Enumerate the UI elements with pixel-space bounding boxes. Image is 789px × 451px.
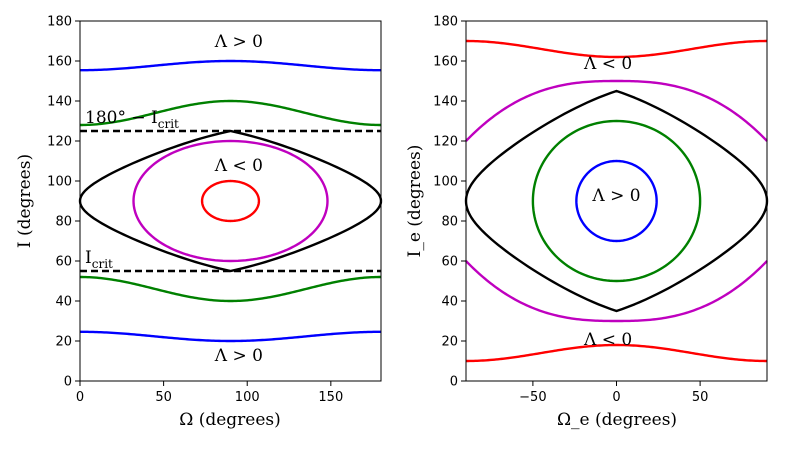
left-series-magenta-loop <box>132 139 329 263</box>
left-series-black-separatrix <box>78 129 383 273</box>
left-series-blue-lower <box>80 330 381 343</box>
left-xtick-label-1: 50 <box>155 390 172 405</box>
right-annotation-2: Λ < 0 <box>583 330 632 350</box>
right-xtick-label-2: 50 <box>692 390 709 405</box>
left-series-green-upper <box>79 99 382 127</box>
right-ytick-label-8: 160 <box>433 55 458 70</box>
left-axes-frame <box>79 20 382 382</box>
right-ytick-label-4: 80 <box>441 215 458 230</box>
right-ytick-label-3: 60 <box>441 255 458 270</box>
right-series-red-upper <box>465 39 768 59</box>
left-ytick-label-3: 60 <box>55 255 72 270</box>
right-annotation-0: Λ < 0 <box>583 54 632 74</box>
right-ytick-label-2: 40 <box>441 295 458 310</box>
left-xtick-label-3: 150 <box>318 390 343 405</box>
right-ytick-label-9: 180 <box>433 15 458 30</box>
right-ticks: −50 0 50 0 20 40 60 80 100 120 140 160 180 <box>433 15 708 406</box>
right-xtick-label-0: −50 <box>519 390 546 405</box>
left-ticks: 0 50 100 150 0 20 40 60 80 100 120 140 160 180 <box>47 15 343 406</box>
right-plot-area: Λ < 0 Λ > 0 Λ < 0 <box>464 39 769 363</box>
left-ytick-label-7: 140 <box>47 95 72 110</box>
left-xlabel: Ω (degrees) <box>179 410 281 430</box>
right-xlabel: Ω_e (degrees) <box>557 410 677 430</box>
right-ytick-label-6: 120 <box>433 135 458 150</box>
left-ytick-label-4: 80 <box>55 215 72 230</box>
right-series-magenta-lower <box>465 260 768 323</box>
left-ytick-label-5: 100 <box>47 175 72 190</box>
right-annotation-1: Λ > 0 <box>591 186 640 206</box>
right-series-green-loop <box>531 119 702 283</box>
right-series-red-lower <box>465 343 768 363</box>
left-series-green-lower <box>79 275 382 303</box>
right-series-blue-loop <box>575 159 658 243</box>
left-plot-area: Λ > 0 Λ < 0 Λ > 0 180° − Icrit Icrit <box>78 32 383 366</box>
left-xtick-label-0: 0 <box>76 390 84 405</box>
right-xtick-label-1: 0 <box>612 390 620 405</box>
left-annotation-1: Λ < 0 <box>214 156 263 176</box>
right-ytick-label-0: 0 <box>450 375 458 390</box>
left-series-red-loop <box>200 179 261 223</box>
left-xtick-label-2: 100 <box>235 390 260 405</box>
left-ytick-label-6: 120 <box>47 135 72 150</box>
left-annotation-0: Λ > 0 <box>214 32 263 52</box>
right-ytick-label-7: 140 <box>433 95 458 110</box>
right-series-magenta-upper <box>465 79 768 142</box>
right-ytick-label-1: 20 <box>441 335 458 350</box>
left-ytick-label-2: 40 <box>55 295 72 310</box>
left-ytick-label-1: 20 <box>55 335 72 350</box>
left-annotation-2: Λ > 0 <box>214 346 263 366</box>
right-panel: Λ < 0 Λ > 0 Λ < 0 −50 0 50 0 20 40 60 80 100 120 140… <box>405 15 769 430</box>
left-ytick-label-0: 0 <box>64 375 72 390</box>
left-panel: Λ > 0 Λ < 0 Λ > 0 180° − Icrit Icrit 0 50 100 1… <box>15 15 383 430</box>
left-ylabel: I (degrees) <box>15 154 35 248</box>
left-annotation-4: Icrit <box>85 248 113 271</box>
right-ylabel: I_e (degrees) <box>405 145 425 258</box>
left-annotation-3: 180° − Icrit <box>85 108 179 131</box>
left-ytick-label-9: 180 <box>47 15 72 30</box>
left-ytick-label-8: 160 <box>47 55 72 70</box>
left-series-blue-upper <box>80 59 381 72</box>
right-ytick-label-5: 100 <box>433 175 458 190</box>
